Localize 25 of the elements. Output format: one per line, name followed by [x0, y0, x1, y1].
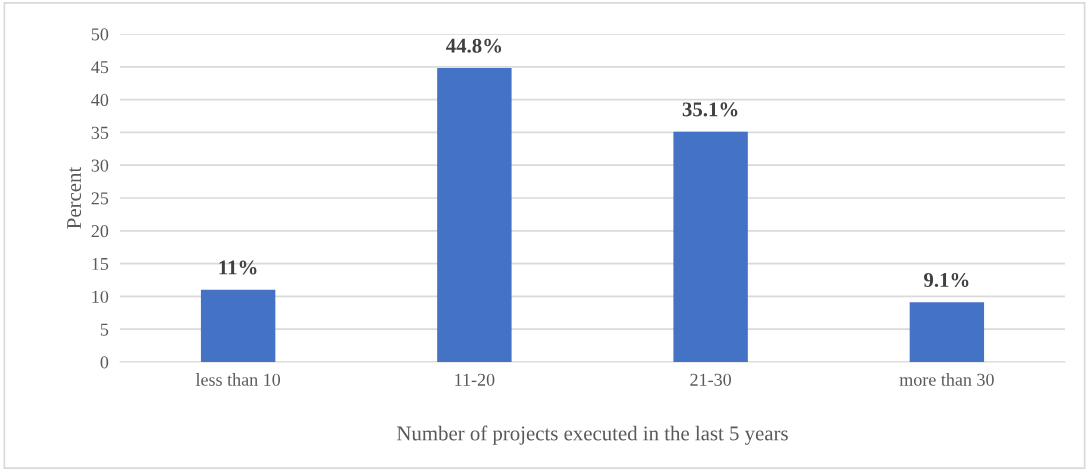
y-tick-label: 5: [100, 323, 109, 336]
y-axis-title: Percent: [67, 166, 82, 229]
bar: [437, 68, 512, 362]
data-label: 44.8%: [446, 38, 502, 53]
y-tick-label: 20: [91, 225, 109, 238]
y-tick-label: 10: [92, 290, 109, 303]
y-tick-label: 40: [91, 93, 109, 107]
data-label: 9.1%: [924, 272, 969, 288]
data-label: 11%: [219, 260, 257, 275]
y-tick-label: 35: [91, 126, 109, 139]
data-label: 35.1%: [682, 102, 738, 117]
x-tick-label: 21-30: [690, 373, 731, 386]
y-tick-label: 45: [91, 61, 109, 74]
y-tick-label: 30: [91, 159, 109, 172]
y-tick-label: 0: [100, 356, 109, 369]
y-tick-label: 25: [91, 192, 109, 205]
y-tick-label: 15: [92, 257, 109, 271]
bar: [673, 131, 748, 362]
bar: [200, 289, 276, 362]
x-axis-title: Number of projects executed in the last 5 years: [396, 425, 788, 445]
x-tick-label: 11-20: [455, 373, 495, 386]
bar: [909, 302, 985, 362]
x-tick-label: less than 10: [195, 373, 281, 386]
x-tick-label: more than 30: [899, 373, 994, 386]
y-tick-label: 50: [91, 28, 109, 41]
